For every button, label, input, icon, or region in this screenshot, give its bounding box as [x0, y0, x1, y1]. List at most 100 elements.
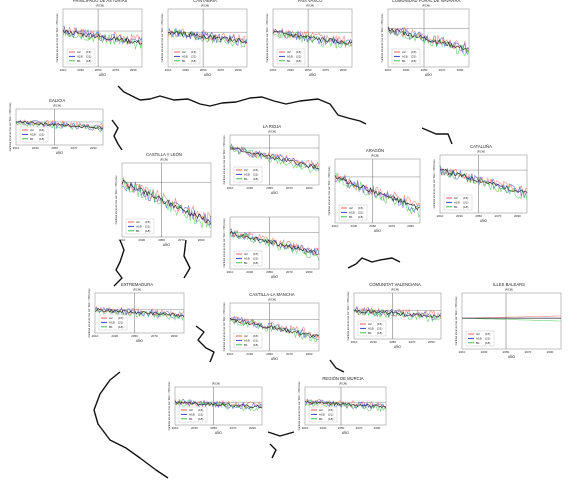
legend-label: B1: [287, 59, 291, 63]
ensemble-mean-line: [167, 30, 248, 44]
legend-count: (21): [328, 412, 333, 416]
coastline-segment: [117, 85, 367, 125]
series-line-a2: [439, 165, 527, 195]
x-tick-label: 2050: [95, 68, 102, 72]
y-axis-label: Cantidad anual de días con Tmin > P90 (d…: [298, 381, 301, 430]
x-tick-label: 2050: [421, 68, 428, 72]
legend-count: (15): [253, 334, 258, 338]
legend-box: [276, 48, 306, 65]
x-tick-label: 2030: [191, 426, 198, 430]
series-line-b1: [462, 317, 561, 322]
legend-count: (15): [411, 50, 416, 54]
legend-label: A2: [136, 220, 140, 224]
x-tick-label: 2010: [459, 350, 466, 354]
series-line-b1: [229, 229, 320, 261]
legend-label: A1B: [476, 336, 482, 340]
legend-count: (21): [198, 412, 203, 416]
x-tick-label: 2070: [178, 238, 185, 242]
x-tick-label: 2050: [210, 426, 217, 430]
y-axis-label: Cantidad anual de días con Tmin > P90 (d…: [223, 218, 226, 267]
legend-count: (18): [296, 59, 301, 63]
legend-count: (18): [328, 417, 333, 421]
legend-label: A2: [287, 50, 291, 54]
legend-label: A1B: [402, 54, 408, 58]
legend-label: A2: [109, 316, 113, 320]
y-axis-label: Cantidad anual de días con Tmin > P90 (d…: [223, 135, 226, 184]
legend-label: A2: [454, 196, 458, 200]
y-axis-label: Cantidad anual de días con Tmin > P90 (d…: [161, 13, 164, 62]
series-line-b1: [304, 399, 387, 413]
chart-subtitle: (RCM): [477, 150, 485, 154]
x-tick-label: 2050: [158, 238, 165, 242]
legend-box: [443, 194, 473, 211]
legend-count: (15): [377, 322, 382, 326]
ensemble-mean-line: [272, 30, 353, 45]
chart-subtitle: (RCM): [268, 130, 276, 134]
legend-count: (18): [253, 261, 258, 265]
chart-subtitle: (RCM): [160, 158, 168, 162]
chart-title: EXTREMADURA: [121, 282, 153, 287]
legend-label: B1: [349, 215, 353, 219]
chart-subtitle: (RCM): [505, 288, 513, 292]
x-tick-label: 2090: [407, 224, 414, 228]
legend-label: B1: [189, 417, 193, 421]
legend-box: [391, 48, 421, 65]
legend-label: A1B: [244, 172, 250, 176]
x-tick-label: 2030: [138, 238, 145, 242]
legend-count: (18): [145, 229, 150, 233]
legend-label: B1: [476, 341, 480, 345]
legend-label: B1: [319, 417, 323, 421]
coastline-segment: [267, 431, 295, 437]
y-axis-label: Cantidad anual de días con Tmin > P90 (d…: [347, 291, 350, 340]
legend-count: (18): [118, 325, 123, 329]
chart-title: REGIÓN DE MURCIA: [322, 376, 363, 381]
y-axis-label: Cantidad anual de días con Tmin > P90 (d…: [455, 296, 458, 345]
x-tick-label: 2030: [246, 186, 253, 190]
legend-count: (21): [485, 336, 490, 340]
x-axis-label: AÑO: [374, 228, 381, 233]
chart-title: PAÍS VASCO: [298, 0, 323, 3]
legend-label: A1B: [189, 412, 195, 416]
chart-title: CATALUÑA: [470, 144, 492, 149]
y-axis-label: Cantidad anual de días con Tmin > P90 (d…: [115, 175, 118, 224]
legend-count: (21): [253, 338, 258, 342]
series-line-a2: [121, 179, 212, 224]
legend-box: [125, 218, 155, 235]
series-line-b1: [174, 399, 263, 412]
legend-box: [233, 166, 263, 183]
chart-title: ILLES BALEARS: [493, 282, 525, 287]
x-tick-label: 2050: [305, 68, 312, 72]
plot-frame: [229, 302, 320, 352]
x-tick-label: 2010: [227, 186, 234, 190]
x-tick-label: 2010: [172, 426, 179, 430]
x-tick-label: 2030: [370, 340, 377, 344]
x-axis-label: AÑO: [271, 190, 278, 195]
ensemble-mean-line: [304, 401, 387, 409]
legend-label: A1B: [454, 200, 460, 204]
legend-count: (18): [86, 59, 91, 63]
x-tick-label: 2030: [287, 68, 294, 72]
x-tick-label: 2050: [369, 224, 376, 228]
x-tick-label: 2030: [111, 334, 118, 338]
chart-title: CASTILLA Y LEÓN: [146, 152, 182, 157]
x-tick-label: 2050: [503, 350, 510, 354]
legend-count: (18): [198, 417, 203, 421]
legend-box: [357, 320, 387, 337]
x-tick-label: 2070: [356, 426, 363, 430]
x-tick-label: 2050: [266, 186, 273, 190]
coastline-segment: [347, 257, 401, 269]
series-line-a2: [462, 315, 561, 319]
legend-count: (21): [145, 224, 150, 228]
chart-title: LA RIOJA: [263, 124, 282, 129]
x-tick-label: 2030: [77, 68, 84, 72]
x-axis-label: AÑO: [56, 150, 63, 155]
chart-subtitle: (RCM): [339, 382, 347, 386]
chart-subtitle: (RCM): [212, 382, 220, 386]
x-tick-label: 2070: [217, 68, 224, 72]
legend-count: (18): [253, 177, 258, 181]
legend-count: (18): [39, 137, 44, 141]
legend-label: A1B: [136, 224, 142, 228]
x-tick-label: 2090: [306, 270, 313, 274]
region-chart: REGIÓN DE MURCIA(RCM) 2010 2030 2050 2070 209…: [298, 376, 387, 435]
